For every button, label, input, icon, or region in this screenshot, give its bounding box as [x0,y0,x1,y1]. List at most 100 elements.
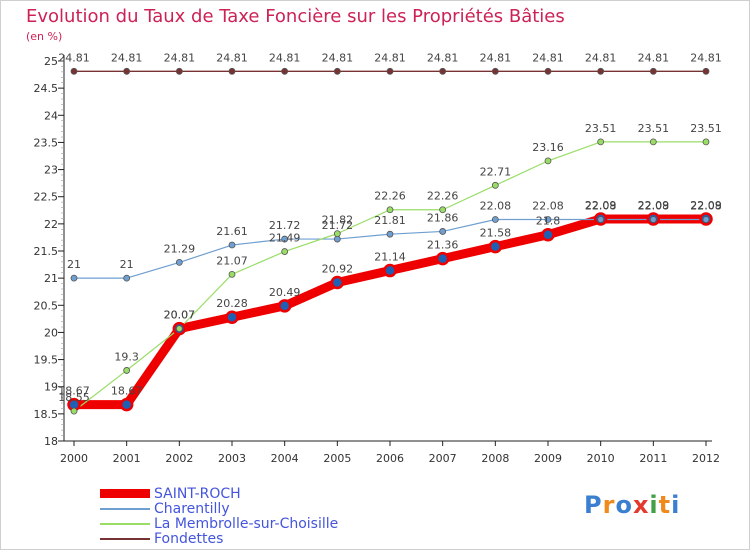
y-tick-label: 22 [44,218,58,231]
x-tick-label: 2008 [481,452,509,465]
data-label-la-membrolle-sur-choisille: 23.16 [532,141,564,154]
data-point-charentilly [544,216,552,223]
legend-item-fondettes: Fondettes [100,530,224,547]
data-label-fondettes: 24.81 [480,51,512,64]
data-point-fondettes [228,67,236,75]
data-label-saint-roch: 20.49 [269,286,301,299]
data-point-saint-roch [541,227,555,242]
data-label-la-membrolle-sur-choisille: 21.07 [216,254,248,267]
data-label-charentilly: 21.61 [216,225,248,238]
data-label-charentilly: 21.72 [322,219,354,232]
data-point-saint-roch [330,275,345,290]
data-label-charentilly: 22.08 [585,200,617,213]
data-label-fondettes: 24.81 [322,51,354,64]
y-tick-label: 19.5 [34,354,59,367]
proxiti-logo: Proxiti [584,491,680,519]
y-tick-label: 20 [44,326,58,339]
data-point-saint-roch [488,239,503,254]
legend-label: Fondettes [154,530,224,547]
y-tick-label: 25 [44,55,58,68]
y-tick-label: 22.5 [34,191,59,204]
data-label-fondettes: 24.81 [164,51,196,64]
data-label-fondettes: 24.81 [374,51,406,64]
data-point-saint-roch [225,310,239,324]
data-point-fondettes [70,67,78,75]
y-tick-label: 23 [44,164,58,177]
data-label-saint-roch: 22.09 [638,199,670,212]
legend-item-saint-roch: SAINT-ROCH [100,485,241,502]
legend-label: Charentilly [154,500,230,517]
data-label-la-membrolle-sur-choisille: 22.26 [374,190,406,203]
data-label-saint-roch: 20.07 [164,309,196,322]
data-point-fondettes [175,67,183,75]
y-tick-label: 21 [44,272,58,285]
data-point-la-membrolle-sur-choisille [544,157,552,165]
data-label-charentilly: 21 [120,258,134,271]
data-label-la-membrolle-sur-choisille: 18.55 [58,391,90,404]
data-label-charentilly: 21.29 [164,242,196,255]
data-point-la-membrolle-sur-choisille [386,206,394,214]
data-point-la-membrolle-sur-choisille [333,230,341,238]
data-label-fondettes: 24.81 [216,51,248,64]
logo-letter: i [649,491,659,519]
data-point-charentilly [123,274,131,282]
data-label-charentilly: 22.08 [480,200,512,213]
data-point-la-membrolle-sur-choisille [702,138,710,146]
x-tick-label: 2007 [429,452,457,465]
y-tick-label: 20.5 [34,299,59,312]
x-tick-label: 2000 [60,452,88,465]
data-point-fondettes [544,67,552,75]
y-tick-label: 19 [44,381,58,394]
legend-item-la-membrolle: La Membrolle-sur-Choisille [100,515,339,532]
x-tick-label: 2004 [271,452,299,465]
unit-label: (en %) [26,30,63,43]
logo-letter: t [658,491,672,519]
x-tick-label: 2001 [113,452,141,465]
data-point-la-membrolle-sur-choisille [70,407,78,415]
data-point-saint-roch [119,397,134,412]
data-label-fondettes: 24.81 [58,51,90,64]
data-label-la-membrolle-sur-choisille: 19.3 [114,350,139,363]
legend-swatch [100,537,150,540]
data-point-fondettes [333,67,341,75]
data-label-charentilly: 22.08 [638,200,670,213]
data-label-charentilly: 21.86 [427,211,459,224]
x-tick-label: 2006 [376,452,404,465]
data-label-fondettes: 24.81 [638,51,670,64]
data-label-saint-roch: 22.09 [585,199,617,212]
x-tick-label: 2003 [218,452,246,465]
data-point-la-membrolle-sur-choisille [491,181,499,189]
data-label-fondettes: 24.81 [111,51,143,64]
data-label-saint-roch: 21.36 [427,239,459,252]
data-point-fondettes [702,67,710,75]
data-label-saint-roch: 18.67 [111,385,143,398]
data-point-charentilly [281,235,289,243]
data-point-fondettes [386,67,394,75]
logo-letter: i [671,491,681,519]
data-point-charentilly [439,228,447,235]
x-tick-label: 2009 [534,452,562,465]
data-label-fondettes: 24.81 [690,51,722,64]
data-point-saint-roch [383,263,397,278]
data-label-la-membrolle-sur-choisille: 23.51 [638,122,670,135]
chart-title: Evolution du Taux de Taxe Foncière sur l… [26,6,565,27]
data-label-saint-roch: 21.8 [536,215,561,228]
legend-item-charentilly: Charentilly [100,500,230,517]
y-tick-label: 24.5 [34,82,59,95]
data-label-la-membrolle-sur-choisille: 23.51 [690,122,722,135]
data-label-la-membrolle-sur-choisille: 20.07 [164,309,196,322]
data-point-fondettes [597,67,605,75]
data-label-saint-roch: 20.92 [322,262,354,275]
data-label-la-membrolle-sur-choisille: 22.26 [427,190,459,203]
data-label-charentilly: 21 [67,258,81,271]
legend-label: La Membrolle-sur-Choisille [154,515,339,532]
x-tick-label: 2005 [323,452,351,465]
y-tick-label: 23.5 [34,136,59,149]
data-label-fondettes: 24.81 [269,51,301,64]
data-point-saint-roch [277,299,292,313]
legend-label: SAINT-ROCH [154,485,241,502]
data-point-charentilly [70,274,78,282]
data-label-charentilly: 22.08 [690,200,722,213]
data-point-charentilly [386,230,394,238]
